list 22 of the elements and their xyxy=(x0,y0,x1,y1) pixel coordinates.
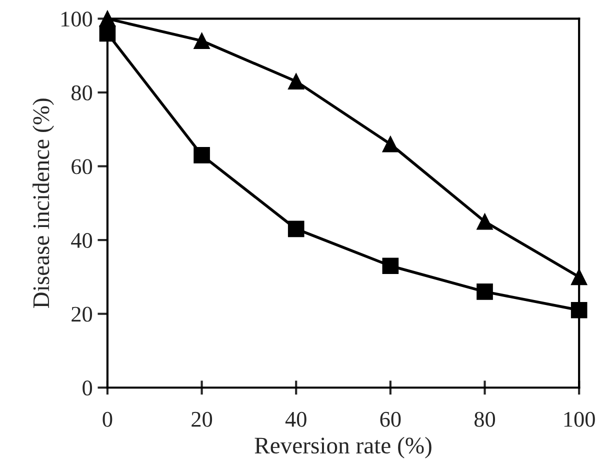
point xyxy=(476,284,493,300)
x-tick-label: 100 xyxy=(564,412,595,427)
x-tick-label: 0 xyxy=(102,412,112,427)
y-tick-label: 80 xyxy=(72,85,92,100)
x-tick-label: 80 xyxy=(474,412,496,427)
y-axis-title: Disease incidence (%) xyxy=(32,98,54,308)
point xyxy=(288,220,304,238)
y-tick-label: 0 xyxy=(82,380,92,396)
point xyxy=(382,258,399,274)
x-tick-label: 20 xyxy=(192,412,212,427)
y-tick-label: 60 xyxy=(72,159,92,174)
y-tick-label: 20 xyxy=(72,306,92,322)
y-tick-label: 40 xyxy=(71,232,92,248)
point xyxy=(288,73,304,90)
x-tick-label: 40 xyxy=(285,412,306,427)
point xyxy=(194,147,210,164)
x-tick-label: 60 xyxy=(380,412,401,427)
x-axis-title: Reversion rate (%) xyxy=(254,436,432,458)
point xyxy=(194,32,210,49)
y-tick-label: 100 xyxy=(62,12,92,27)
point xyxy=(382,136,399,152)
point xyxy=(476,213,493,230)
